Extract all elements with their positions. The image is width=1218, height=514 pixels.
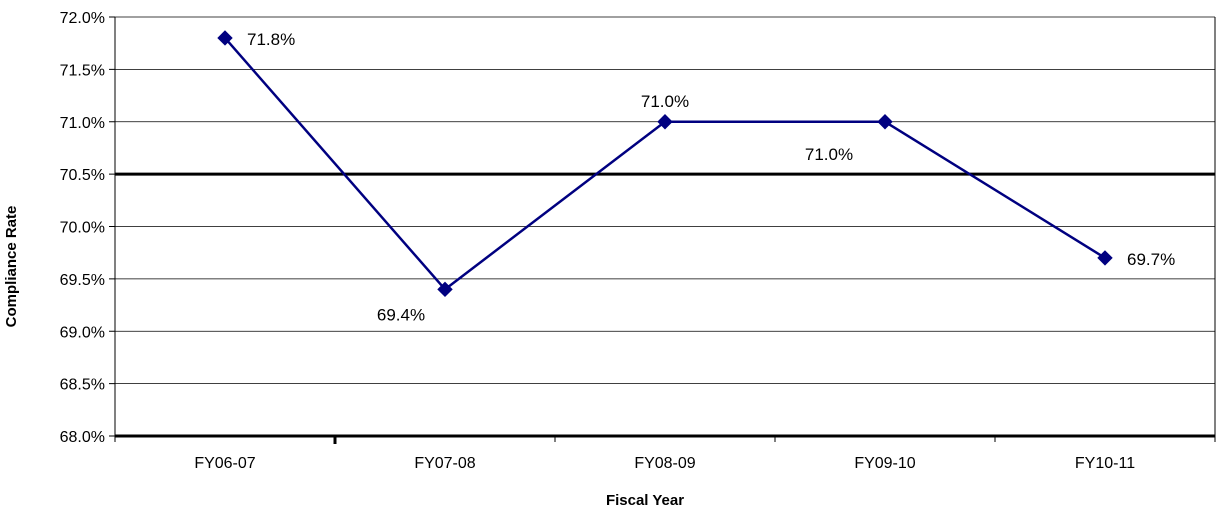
- labels-group: 68.0% 68.5% 69.0% 69.5% 70.0% 70.5% 71.0% 71.5%…: [3, 10, 1175, 472]
- y-tick-label: 72.0%: [60, 10, 105, 27]
- y-tick-label: 71.5%: [60, 62, 105, 79]
- data-point-marker: [657, 114, 673, 130]
- y-axis-title: Compliance Rate: [3, 206, 20, 328]
- gridlines: [115, 16, 1215, 385]
- data-label: 71.0%: [805, 145, 853, 164]
- x-tick-label: FY07-08: [414, 455, 475, 472]
- series-group: [217, 30, 1113, 298]
- data-label: 69.4%: [377, 305, 425, 324]
- y-tick-label: 68.5%: [60, 377, 105, 394]
- x-tick-label: FY08-09: [634, 455, 695, 472]
- y-tick-label: 70.5%: [60, 167, 105, 184]
- x-axis-title: Fiscal Year: [606, 492, 684, 509]
- data-point-marker: [877, 114, 893, 130]
- series-line: [224, 37, 1106, 291]
- data-point-marker: [217, 30, 233, 46]
- y-tick-label: 69.0%: [60, 324, 105, 341]
- x-tick-label: FY09-10: [854, 455, 915, 472]
- data-label: 71.8%: [247, 30, 295, 49]
- data-label: 71.0%: [641, 92, 689, 111]
- x-tick-label: FY10-11: [1075, 455, 1135, 472]
- axes: [109, 16, 1216, 444]
- data-point-marker: [437, 281, 453, 298]
- y-tick-label: 71.0%: [60, 115, 105, 132]
- y-tick-label: 69.5%: [60, 272, 105, 289]
- data-label: 69.7%: [1127, 250, 1175, 269]
- y-tick-label: 70.0%: [60, 220, 105, 237]
- data-point-marker: [1097, 250, 1113, 266]
- y-tick-label: 68.0%: [60, 429, 105, 446]
- x-tick-label: FY06-07: [194, 455, 255, 472]
